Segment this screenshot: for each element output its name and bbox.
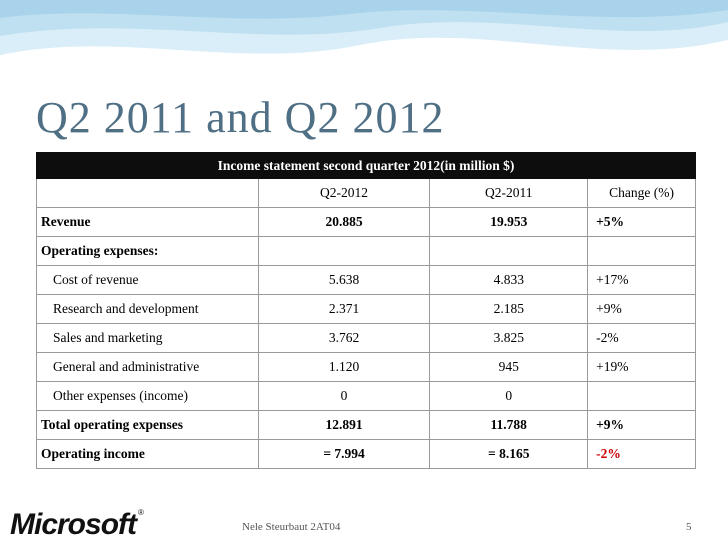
q2-2012-value: 3.762 (257, 323, 431, 353)
change-value: -2% (587, 439, 696, 469)
table-header-row: Q2-2012 Q2-2011 Change (%) (36, 178, 696, 208)
logo-text: Microsoft (10, 508, 137, 541)
q2-2012-value: 2.371 (257, 294, 431, 324)
q2-2012-value: = 7.994 (257, 439, 431, 469)
change-value: -2% (587, 323, 696, 353)
table-row: Sales and marketing 3.762 3.825 -2% (36, 323, 696, 353)
change-value: +9% (587, 410, 696, 440)
row-label: Research and development (36, 294, 259, 324)
q2-2012-value: 0 (257, 381, 431, 411)
table-row: Research and development 2.371 2.185 +9% (36, 294, 696, 324)
table-row: Cost of revenue 5.638 4.833 +17% (36, 265, 696, 295)
q2-2012-value: 12.891 (257, 410, 431, 440)
row-label: General and administrative (36, 352, 259, 382)
q2-2011-value: 4.833 (429, 265, 589, 295)
header-cell (36, 178, 259, 208)
q2-2011-value: 19.953 (429, 207, 589, 237)
q2-2011-value: 3.825 (429, 323, 589, 353)
change-value (587, 236, 696, 266)
row-label: Sales and marketing (36, 323, 259, 353)
q2-2012-value: 1.120 (257, 352, 431, 382)
table-row: Operating expenses: (36, 236, 696, 266)
header-wave-decoration (0, 0, 728, 55)
registered-mark: ® (138, 508, 144, 517)
row-label: Operating expenses: (36, 236, 259, 266)
microsoft-logo: Microsoft ® (10, 508, 144, 542)
q2-2011-value: 945 (429, 352, 589, 382)
row-label: Total operating expenses (36, 410, 259, 440)
income-statement-table: Income statement second quarter 2012(in … (36, 152, 696, 469)
row-label: Operating income (36, 439, 259, 469)
row-label: Revenue (36, 207, 259, 237)
header-cell: Q2-2011 (429, 178, 589, 208)
change-value: +17% (587, 265, 696, 295)
table-row: Total operating expenses 12.891 11.788 +… (36, 410, 696, 440)
table-row: General and administrative 1.120 945 +19… (36, 352, 696, 382)
table-row: Revenue 20.885 19.953 +5% (36, 207, 696, 237)
slide-title: Q2 2011 and Q2 2012 (36, 93, 445, 142)
change-value: +19% (587, 352, 696, 382)
table-caption: Income statement second quarter 2012(in … (36, 152, 696, 179)
footer-text: Nele Steurbaut 2AT04 (242, 521, 341, 533)
change-value: +5% (587, 207, 696, 237)
header-cell: Q2-2012 (257, 178, 431, 208)
table-row: Operating income = 7.994 = 8.165 -2% (36, 439, 696, 469)
q2-2011-value: 11.788 (429, 410, 589, 440)
q2-2012-value (257, 236, 431, 266)
slide-number: 5 (686, 521, 692, 533)
change-value: +9% (587, 294, 696, 324)
q2-2011-value (429, 236, 589, 266)
row-label: Cost of revenue (36, 265, 259, 295)
q2-2012-value: 20.885 (257, 207, 431, 237)
q2-2012-value: 5.638 (257, 265, 431, 295)
header-cell: Change (%) (587, 178, 696, 208)
q2-2011-value: 0 (429, 381, 589, 411)
change-value (587, 381, 696, 411)
table-row: Other expenses (income) 0 0 (36, 381, 696, 411)
table-caption-row: Income statement second quarter 2012(in … (36, 152, 696, 179)
row-label: Other expenses (income) (36, 381, 259, 411)
q2-2011-value: = 8.165 (429, 439, 589, 469)
q2-2011-value: 2.185 (429, 294, 589, 324)
